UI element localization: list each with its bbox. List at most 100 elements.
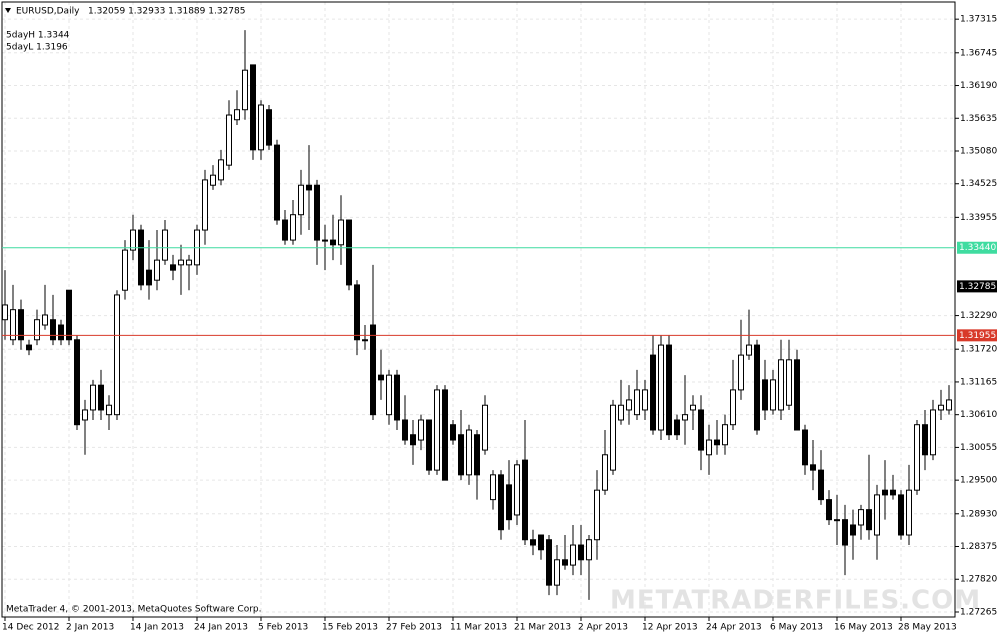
candle-body [467,430,472,475]
candle-body [715,440,720,445]
x-tick-label: 27 Feb 2013 [386,623,442,633]
candle-body [707,440,712,455]
candle-body [443,390,448,480]
x-tick-label: 21 Mar 2013 [514,623,571,633]
candle-body [227,115,232,165]
candle-body [579,545,584,560]
x-tick-label: 14 Dec 2012 [2,623,60,633]
y-tick-label: 1.30610 [960,410,997,420]
candle-body [323,240,328,241]
x-tick-label: 5 Feb 2013 [258,623,308,633]
candle-body [843,520,848,545]
candle-body [907,490,912,535]
candle-body [659,345,664,430]
candle-body [915,425,920,490]
candle-body [747,345,752,355]
x-tick-label: 12 Apr 2013 [642,623,698,633]
candle-body [419,420,424,440]
x-tick-label: 24 Apr 2013 [706,623,762,633]
candle-body [171,265,176,270]
candle-body [91,385,96,410]
candle-body [571,545,576,565]
candle-body [867,510,872,530]
candle-body [515,465,520,515]
candle-body [795,360,800,430]
candle-body [35,320,40,340]
candle-body [595,490,600,540]
candle-body [459,435,464,475]
candle-body [299,185,304,214]
candle-body [611,405,616,470]
level-label: 1.31955 [959,331,996,341]
symbol: EURUSD,Daily [16,7,80,17]
y-tick-label: 1.32290 [960,311,997,321]
indicator-label: 5dayH 1.3344 [6,31,70,41]
candle-body [43,315,48,325]
candle-body [883,490,888,495]
x-tick-label: 24 Jan 2013 [194,623,248,633]
candle-body [59,325,64,340]
candle-body [235,110,240,120]
candle-body [51,320,56,340]
candle-body [187,260,192,265]
candle-body [779,360,784,410]
candle-body [723,425,728,445]
y-tick-label: 1.31165 [960,377,997,387]
candle-body [923,425,928,455]
candle-body [587,540,592,560]
candle-body [731,390,736,425]
y-tick-label: 1.36190 [960,81,997,91]
candle-body [243,70,248,110]
candle-body [555,560,560,585]
candle-body [411,435,416,445]
y-tick-label: 1.34525 [960,179,997,189]
candle-body [507,485,512,520]
candle-body [635,390,640,415]
candle-body [491,475,496,500]
candle-body [539,535,544,550]
y-tick-label: 1.29500 [960,476,997,486]
candle-body [179,260,184,265]
candle-body [371,325,376,415]
x-tick-label: 2 Apr 2013 [578,623,628,633]
candle-body [355,285,360,340]
candle-body [115,295,120,415]
candle-body [379,375,384,380]
candle-body [363,340,368,341]
y-tick-label: 1.28930 [960,509,997,519]
footer: MetaTrader 4, © 2001-2013, MetaQuotes So… [6,605,262,615]
level-label: 1.33440 [959,243,996,253]
y-tick-label: 1.35080 [960,147,997,157]
candle-body [147,270,152,285]
candle-body [763,380,768,410]
candle-body [275,145,280,220]
candle-body [691,405,696,410]
candle-body [547,540,552,585]
candle-body [403,420,408,440]
candle-body [835,520,840,521]
quote: 1.32059 1.32933 1.31889 1.32785 [88,7,245,17]
candle-body [475,435,480,475]
candle-body [643,390,648,410]
candle-body [3,305,8,320]
candle-body [603,455,608,490]
indicator-label: 5dayL 1.3196 [6,43,68,53]
candle-body [787,360,792,405]
candle-body [283,220,288,240]
candle-body [291,215,296,240]
candle-body [219,160,224,180]
candle-body [387,375,392,415]
candle-body [267,110,272,145]
candle-body [675,420,680,435]
candle-body [651,355,656,430]
candle-body [307,185,312,190]
candle-body [347,220,352,285]
candle-body [523,460,528,540]
y-tick-label: 1.28375 [960,542,997,552]
x-tick-label: 14 Jan 2013 [130,623,184,633]
y-tick-label: 1.31720 [960,345,997,355]
candle-body [947,400,952,410]
candle-body [259,105,264,150]
y-tick-label: 1.30055 [960,443,997,453]
candle-body [75,340,80,425]
